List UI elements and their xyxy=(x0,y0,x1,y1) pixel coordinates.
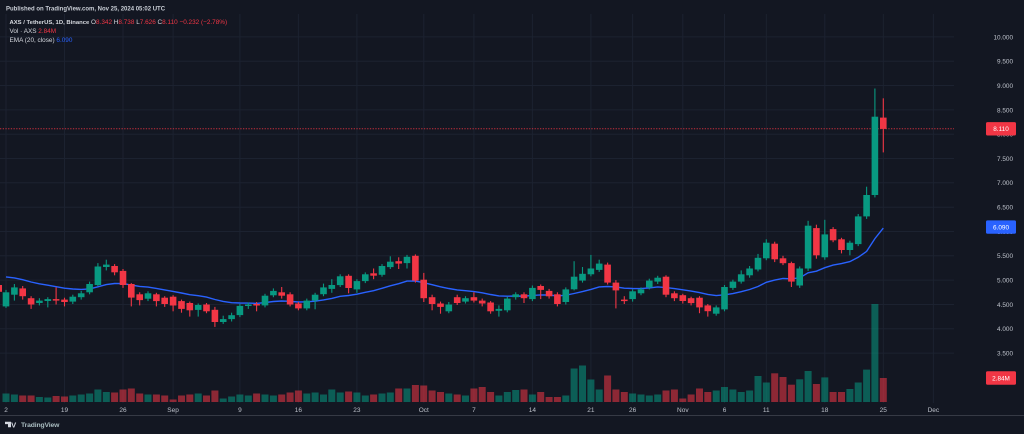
svg-text:16: 16 xyxy=(295,407,303,414)
svg-text:AXS / TetherUS, 1D, Binance O: AXS / TetherUS, 1D, Binance O8.342 H8.73… xyxy=(10,19,228,26)
svg-text:6: 6 xyxy=(723,407,727,414)
svg-text:9.500: 9.500 xyxy=(997,59,1013,66)
svg-text:4.000: 4.000 xyxy=(997,326,1013,333)
svg-text:Vol · AXS 2.84M: Vol · AXS 2.84M xyxy=(10,28,57,35)
svg-text:7.000: 7.000 xyxy=(997,180,1013,187)
svg-text:25: 25 xyxy=(880,407,888,414)
svg-text:8.500: 8.500 xyxy=(997,107,1013,114)
svg-text:7: 7 xyxy=(472,407,476,414)
svg-text:26: 26 xyxy=(629,407,637,414)
svg-text:Nov: Nov xyxy=(677,407,689,414)
svg-text:V: V xyxy=(11,420,17,429)
svg-text:5.000: 5.000 xyxy=(997,278,1013,285)
svg-text:2: 2 xyxy=(4,407,8,414)
svg-text:7.500: 7.500 xyxy=(997,156,1013,163)
svg-text:Sep: Sep xyxy=(167,407,179,414)
svg-text:9: 9 xyxy=(238,407,242,414)
svg-text:TradingView: TradingView xyxy=(21,422,60,429)
svg-text:Published on TradingView.com,: Published on TradingView.com, Nov 25, 20… xyxy=(6,6,166,12)
svg-text:4.500: 4.500 xyxy=(997,302,1013,309)
svg-text:8.110: 8.110 xyxy=(993,126,1009,133)
svg-text:11: 11 xyxy=(763,407,770,414)
svg-text:3.500: 3.500 xyxy=(997,351,1013,358)
svg-text:6.500: 6.500 xyxy=(997,205,1013,212)
svg-text:EMA (20, close) 6.090: EMA (20, close) 6.090 xyxy=(10,37,73,44)
svg-text:10.000: 10.000 xyxy=(993,34,1013,41)
svg-text:18: 18 xyxy=(821,407,829,414)
svg-text:5.500: 5.500 xyxy=(997,253,1013,260)
svg-text:Oct: Oct xyxy=(419,407,429,414)
svg-text:21: 21 xyxy=(587,407,595,414)
svg-text:19: 19 xyxy=(61,407,69,414)
svg-text:23: 23 xyxy=(353,407,361,414)
svg-text:26: 26 xyxy=(119,407,127,414)
svg-text:14: 14 xyxy=(529,407,537,414)
svg-text:2.84M: 2.84M xyxy=(992,375,1010,382)
svg-text:Dec: Dec xyxy=(928,407,940,414)
svg-text:6.090: 6.090 xyxy=(993,225,1009,232)
svg-text:9.000: 9.000 xyxy=(997,83,1013,90)
